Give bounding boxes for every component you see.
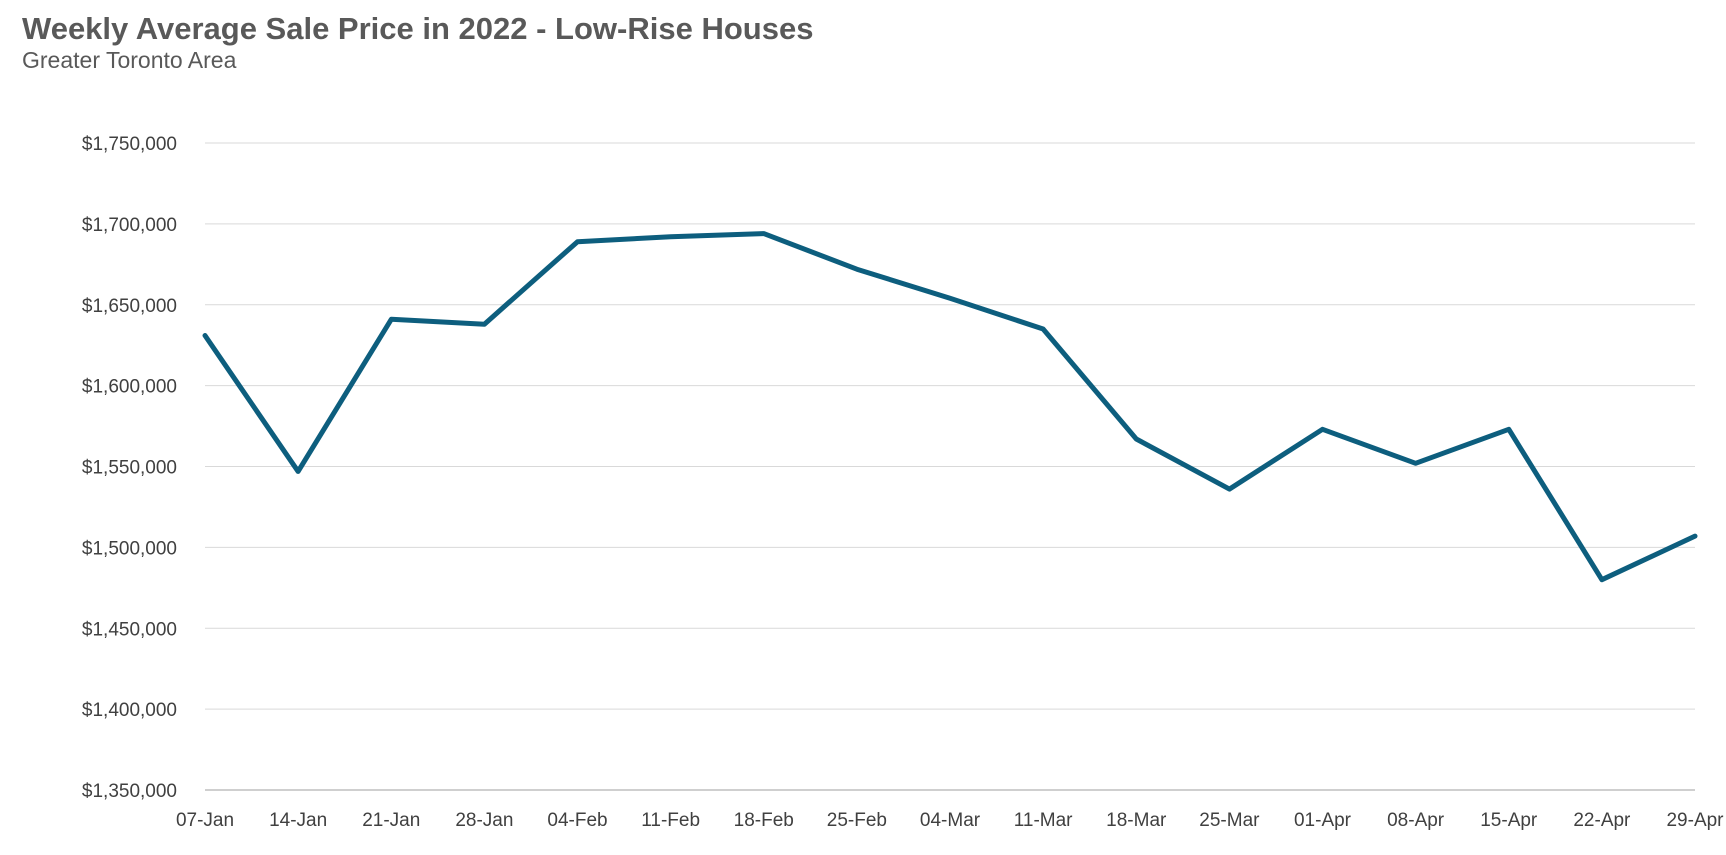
y-tick-label: $1,700,000 [82,215,177,236]
x-tick-label: 29-Apr [1666,810,1724,831]
tick-labels: $1,350,000 $1,400,000 $1,450,000 $1,500,000… [82,134,1724,831]
x-tick-label: 28-Jan [455,810,513,831]
y-tick-label: $1,650,000 [82,296,177,317]
x-tick-label: 11-Mar [1014,810,1073,831]
x-tick-label: 01-Apr [1294,810,1352,831]
chart-title: Weekly Average Sale Price in 2022 - Low-… [22,11,814,46]
x-tick-label: 25-Mar [1199,810,1260,831]
x-tick-label: 18-Mar [1106,810,1167,831]
y-tick-label: $1,550,000 [82,458,177,479]
y-tick-label: $1,350,000 [82,781,177,802]
x-tick-label: 21-Jan [362,810,420,831]
series-line [202,231,1698,583]
x-tick-label: 14-Jan [269,810,327,831]
x-tick-label: 22-Apr [1573,810,1631,831]
gridlines [205,142,1695,710]
x-tick-label: 11-Feb [641,810,700,831]
y-tick-label: $1,400,000 [82,700,177,721]
x-tick-label: 04-Mar [920,810,981,831]
series [202,231,1698,583]
y-tick-label: $1,750,000 [82,134,177,155]
x-tick-label: 07-Jan [176,810,234,831]
x-tick-label: 18-Feb [734,810,794,831]
y-tick-label: $1,600,000 [82,377,177,398]
x-tick-label: 08-Apr [1387,810,1445,831]
y-tick-label: $1,450,000 [82,619,177,640]
x-tick-label: 15-Apr [1480,810,1538,831]
x-tick-label: 04-Feb [547,810,607,831]
y-tick-label: $1,500,000 [82,538,177,559]
chart-subtitle: Greater Toronto Area [22,47,237,73]
x-tick-label: 25-Feb [827,810,887,831]
